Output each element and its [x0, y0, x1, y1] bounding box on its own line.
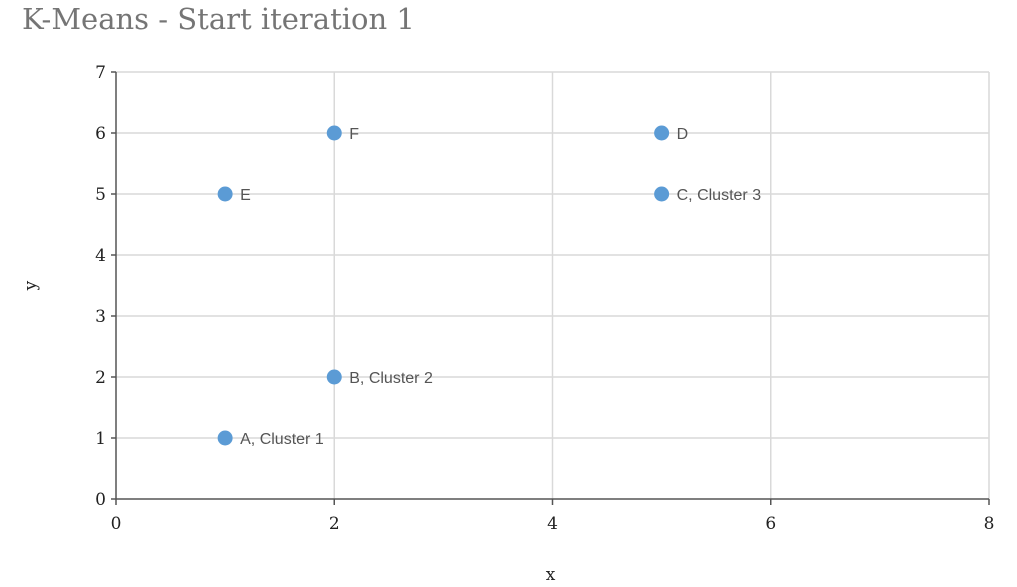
tick-labels: 0 1 2 3 4 5 6 7 0 2 4 6 8: [95, 63, 994, 534]
data-point-label: D: [677, 126, 689, 143]
y-tick-label: 5: [95, 185, 106, 205]
y-tick-label: 7: [95, 63, 106, 83]
data-point: [326, 369, 342, 385]
x-tick-label: 0: [111, 514, 122, 534]
axes: [111, 71, 990, 505]
data-point-label: A, Cluster 1: [240, 431, 324, 448]
y-axis-title: y: [21, 280, 41, 291]
data-point-label: F: [349, 126, 359, 143]
x-tick-label: 8: [984, 514, 995, 534]
data-labels: A, Cluster 1 B, Cluster 2 C, Cluster 3 D E F: [240, 126, 761, 448]
data-point: [326, 125, 342, 141]
data-point: [654, 125, 670, 141]
data-point-label: C, Cluster 3: [677, 187, 762, 204]
data-point: [217, 186, 233, 202]
data-points: [217, 125, 670, 446]
data-point-label: E: [240, 187, 251, 204]
y-tick-label: 6: [95, 124, 106, 144]
y-tick-label: 1: [95, 429, 106, 449]
y-tick-label: 4: [95, 246, 106, 266]
x-axis-title: x: [546, 565, 556, 585]
data-point: [654, 186, 670, 202]
x-tick-label: 2: [329, 514, 340, 534]
y-tick-label: 2: [95, 368, 106, 388]
grid-lines: [116, 71, 990, 499]
chart-title: K-Means - Start iteration 1: [22, 2, 415, 36]
data-point-label: B, Cluster 2: [349, 370, 433, 387]
y-tick-label: 3: [95, 307, 106, 327]
data-point: [217, 430, 233, 446]
y-tick-label: 0: [95, 490, 106, 510]
x-tick-label: 6: [765, 514, 776, 534]
x-tick-label: 4: [547, 514, 558, 534]
